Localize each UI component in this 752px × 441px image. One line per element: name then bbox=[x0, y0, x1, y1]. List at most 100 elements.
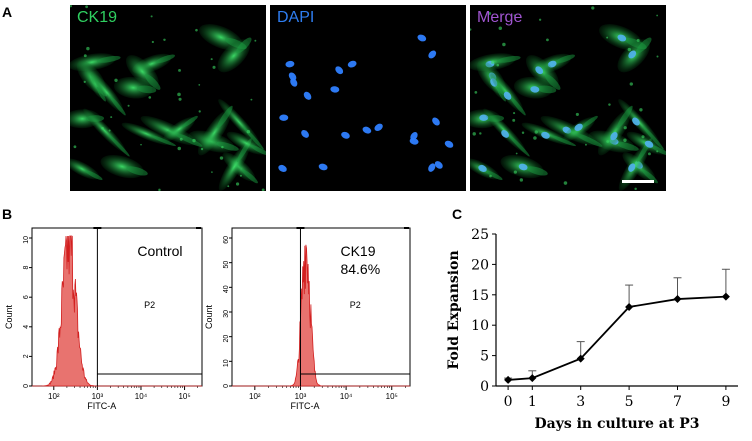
speckle bbox=[470, 28, 472, 31]
speckle bbox=[546, 38, 549, 42]
flow-histogram-control: 0 2 4 6 8 10 10² 10³ 10⁴ 10⁵ FITC-A Count P2 Control bbox=[2, 222, 206, 437]
y-tick-label: 10 bbox=[223, 359, 230, 367]
cell-nucleus bbox=[290, 78, 298, 87]
cell-process bbox=[249, 144, 266, 156]
speckle bbox=[563, 181, 568, 185]
cell-process bbox=[582, 115, 598, 128]
speckle bbox=[519, 178, 524, 182]
speckle bbox=[246, 129, 251, 134]
data-point bbox=[576, 354, 585, 363]
speckle bbox=[254, 39, 257, 42]
speckle bbox=[70, 5, 73, 8]
speckle bbox=[521, 131, 525, 134]
cell-nucleus bbox=[417, 34, 427, 42]
cell-nucleus bbox=[632, 117, 640, 126]
speckle bbox=[198, 83, 201, 86]
cell-nucleus bbox=[432, 117, 440, 126]
y-tick-label: 15 bbox=[471, 288, 489, 304]
cell-process bbox=[555, 54, 575, 64]
speckle bbox=[513, 112, 516, 115]
speckle bbox=[221, 145, 224, 149]
speckle bbox=[110, 116, 113, 119]
y-tick-label: 8 bbox=[23, 266, 30, 270]
cell-nucleus bbox=[535, 66, 544, 75]
speckle bbox=[178, 68, 181, 72]
speckle bbox=[101, 126, 104, 130]
cell-nucleus bbox=[501, 130, 509, 138]
data-point bbox=[673, 295, 682, 304]
cell-process bbox=[544, 74, 561, 90]
speckle bbox=[148, 96, 152, 99]
dapi-image: DAPI bbox=[270, 5, 466, 191]
y-tick-label: 4 bbox=[23, 325, 30, 329]
speckle bbox=[127, 104, 130, 107]
gate-label: P2 bbox=[350, 300, 361, 310]
cell-process bbox=[615, 141, 639, 151]
cell-process bbox=[151, 135, 176, 147]
y-tick-label: 6 bbox=[23, 295, 30, 299]
speckle bbox=[534, 130, 538, 134]
cell-process bbox=[526, 166, 548, 176]
speckle bbox=[502, 42, 506, 47]
y-tick-label: 40 bbox=[223, 285, 230, 293]
speckle bbox=[73, 145, 77, 149]
x-tick-label: 10² bbox=[48, 392, 60, 401]
cell-nucleus bbox=[518, 163, 528, 171]
cell-process bbox=[616, 105, 633, 129]
x-tick-label: 3 bbox=[576, 394, 585, 410]
y-tick-label: 20 bbox=[223, 335, 230, 343]
speckle bbox=[163, 38, 166, 42]
cell-nucleus bbox=[530, 86, 540, 93]
speckle bbox=[623, 138, 627, 142]
y-tick-label: 10 bbox=[23, 236, 30, 244]
x-tick-label: 10⁵ bbox=[178, 392, 190, 401]
speckle bbox=[211, 171, 213, 173]
x-tick-label: 10³ bbox=[295, 392, 307, 401]
cell-nucleus bbox=[428, 50, 437, 59]
speckle bbox=[474, 91, 478, 94]
cell-cytoplasm bbox=[70, 158, 100, 180]
x-tick-label: 1 bbox=[528, 394, 537, 410]
cell-process bbox=[508, 134, 530, 157]
flow-histogram-ck19-svg: 0 10 20 30 40 50 60 10² 10³ 10⁴ 10⁵ FITC-A Count P2 CK… bbox=[204, 227, 411, 411]
cell-process bbox=[641, 169, 658, 184]
cell-nucleus bbox=[610, 131, 618, 141]
speckle bbox=[623, 126, 627, 130]
cell-nucleus bbox=[301, 130, 309, 138]
y-tick-label: 0 bbox=[223, 384, 230, 388]
cell-nucleus bbox=[478, 164, 487, 172]
x-tick-label: 0 bbox=[504, 394, 513, 410]
cell-process bbox=[241, 169, 258, 184]
cell-nucleus bbox=[444, 140, 454, 148]
speckle bbox=[656, 150, 659, 153]
speckle bbox=[261, 188, 265, 191]
merge-label: Merge bbox=[477, 9, 523, 26]
speckle bbox=[490, 60, 495, 64]
y-tick-label: 25 bbox=[471, 227, 489, 243]
histogram-fill bbox=[32, 235, 202, 387]
speckle bbox=[219, 156, 224, 160]
speckle bbox=[608, 103, 611, 106]
y-tick-label: 0 bbox=[480, 379, 489, 395]
dapi-label: DAPI bbox=[277, 9, 315, 26]
speckle bbox=[239, 174, 242, 177]
cell-process bbox=[155, 54, 175, 64]
speckle bbox=[158, 188, 161, 191]
cell-nucleus bbox=[428, 163, 436, 172]
cell-nucleus bbox=[628, 163, 636, 172]
x-tick-label: 10² bbox=[249, 392, 261, 401]
cell-nucleus bbox=[341, 131, 350, 139]
cell-process bbox=[636, 37, 652, 54]
cell-nucleus bbox=[288, 72, 297, 81]
speckle bbox=[212, 65, 216, 69]
speckle bbox=[210, 58, 213, 61]
speckle bbox=[192, 138, 196, 143]
speckle bbox=[606, 36, 609, 39]
cell-nucleus bbox=[347, 60, 357, 68]
speckle bbox=[179, 137, 183, 141]
cell-process bbox=[174, 132, 203, 147]
cell-nucleus bbox=[541, 131, 550, 139]
speckle bbox=[656, 14, 659, 17]
speckle bbox=[83, 54, 87, 58]
cell-nucleus bbox=[617, 34, 627, 42]
